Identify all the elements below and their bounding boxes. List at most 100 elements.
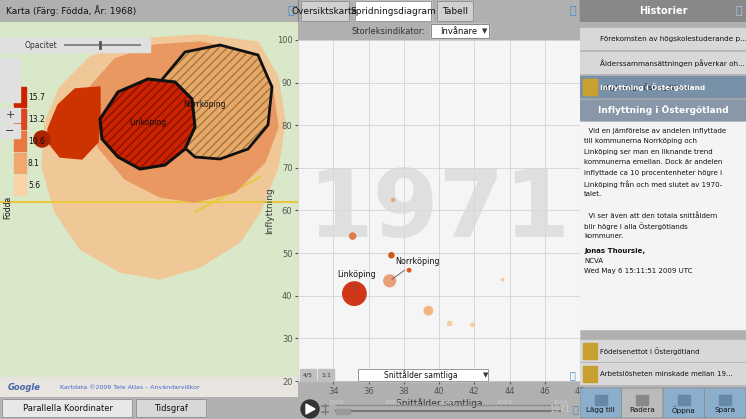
Text: Norrköping: Norrköping <box>184 100 226 109</box>
Bar <box>580 28 746 50</box>
Bar <box>583 31 597 47</box>
Circle shape <box>34 131 50 147</box>
Text: Snittålder samtliga: Snittålder samtliga <box>384 370 458 380</box>
Text: ⓘ: ⓘ <box>736 6 742 16</box>
FancyBboxPatch shape <box>704 388 746 418</box>
Text: till kommunerna Norrköping och: till kommunerna Norrköping och <box>584 139 697 145</box>
Polygon shape <box>90 42 278 202</box>
Point <box>497 276 509 283</box>
Bar <box>430 24 489 38</box>
Text: 1971: 1971 <box>549 404 570 414</box>
Text: +: + <box>5 110 15 120</box>
Text: 10.6: 10.6 <box>28 137 45 145</box>
Text: Linköping från och med slutet av 1970-: Linköping från och med slutet av 1970- <box>584 181 722 188</box>
Bar <box>583 55 597 71</box>
Bar <box>318 369 334 381</box>
Bar <box>14 175 26 195</box>
Bar <box>2 399 132 417</box>
Text: Wed May 6 15:11:51 2009 UTC: Wed May 6 15:11:51 2009 UTC <box>584 269 692 274</box>
Polygon shape <box>42 35 285 279</box>
Text: 2016: 2016 <box>552 400 568 405</box>
Text: Ålderssammansättningen påverkar oh...: Ålderssammansättningen påverkar oh... <box>600 59 745 67</box>
Bar <box>583 79 597 95</box>
Polygon shape <box>160 45 272 159</box>
Bar <box>678 395 690 405</box>
Bar <box>580 100 746 120</box>
Text: 13.2: 13.2 <box>28 114 45 124</box>
Bar <box>430 24 489 38</box>
Y-axis label: Inflyttning: Inflyttning <box>265 187 274 234</box>
Text: Linköping: Linköping <box>130 118 166 127</box>
Bar <box>0 38 20 52</box>
Text: 1968: 1968 <box>328 400 344 405</box>
Text: Storleksindikator:: Storleksindikator: <box>351 26 425 36</box>
Text: kommuner.: kommuner. <box>584 233 624 239</box>
Text: Översiktskarta: Översiktskarta <box>292 7 358 16</box>
Bar <box>580 76 746 98</box>
Text: NCVA: NCVA <box>584 258 603 264</box>
Bar <box>190 162 230 177</box>
Point <box>444 320 456 327</box>
Text: 5.6: 5.6 <box>28 181 40 189</box>
Bar <box>358 369 488 381</box>
Bar <box>136 399 206 417</box>
Bar <box>14 153 26 173</box>
Text: Lägg till: Lägg till <box>586 407 615 413</box>
Text: Födda: Födda <box>4 195 13 219</box>
Bar <box>580 363 746 385</box>
Text: Google: Google <box>8 383 41 391</box>
Bar <box>580 52 746 74</box>
X-axis label: Snittålder samtliga: Snittålder samtliga <box>395 398 482 408</box>
Bar <box>437 1 473 21</box>
FancyBboxPatch shape <box>663 388 704 418</box>
Text: 1971: 1971 <box>307 165 571 256</box>
Bar <box>0 108 20 122</box>
Text: Invånare: Invånare <box>440 26 477 36</box>
Text: Parallella Koordinater: Parallella Koordinater <box>23 403 113 412</box>
Point <box>403 267 415 274</box>
Bar <box>0 124 20 138</box>
Bar <box>2 399 132 417</box>
Text: Linköping: Linköping <box>336 269 375 291</box>
Bar <box>14 109 26 129</box>
Text: 4/5: 4/5 <box>303 372 313 378</box>
Text: 1992: 1992 <box>440 400 456 405</box>
Text: 1980: 1980 <box>384 400 400 405</box>
FancyBboxPatch shape <box>621 388 663 418</box>
Polygon shape <box>306 404 315 414</box>
Text: Inflyttning i Östergötland: Inflyttning i Östergötland <box>598 105 728 115</box>
Bar <box>636 395 648 405</box>
Text: Tabell: Tabell <box>442 7 468 16</box>
Text: Arbetslösheten minskade mellan 19...: Arbetslösheten minskade mellan 19... <box>600 371 733 377</box>
Bar <box>437 1 473 21</box>
Bar <box>336 409 350 414</box>
Text: Inflyttning i Östergötland: Inflyttning i Östergötland <box>600 83 690 91</box>
Bar <box>583 366 597 382</box>
Bar <box>136 399 206 417</box>
Text: Linköping ser man en liknande trend: Linköping ser man en liknande trend <box>584 149 712 155</box>
Bar <box>20 38 150 52</box>
Bar <box>301 1 349 21</box>
Circle shape <box>301 400 319 418</box>
Bar <box>0 73 20 87</box>
Text: Spridningsdiagram: Spridningsdiagram <box>350 7 436 16</box>
Text: Norrköping: Norrköping <box>392 257 439 279</box>
Bar <box>583 79 597 95</box>
Text: ⓘ: ⓘ <box>287 6 294 16</box>
Text: ⓘ: ⓘ <box>572 404 578 414</box>
Text: 15.7: 15.7 <box>28 93 45 101</box>
Text: Förekomsten av högskolestuderande p...: Förekomsten av högskolestuderande p... <box>600 36 746 42</box>
Point <box>422 307 434 314</box>
Text: Vid en jämförelse av andelen inflyttade: Vid en jämförelse av andelen inflyttade <box>584 128 726 134</box>
Text: Inflyttning i Östergötland: Inflyttning i Östergötland <box>600 83 705 91</box>
Text: talet.: talet. <box>584 191 602 197</box>
Bar <box>301 1 349 21</box>
Text: kommunerna emellan. Dock är andelen: kommunerna emellan. Dock är andelen <box>584 160 722 166</box>
Polygon shape <box>48 87 100 159</box>
Text: Vi ser även att den totala snittåldern: Vi ser även att den totala snittåldern <box>584 212 718 219</box>
Bar <box>580 76 746 98</box>
Text: −: − <box>5 126 15 136</box>
Bar <box>719 395 731 405</box>
Point <box>387 197 399 203</box>
Text: inflyttade ca 10 procentenheter högre i: inflyttade ca 10 procentenheter högre i <box>584 170 722 176</box>
